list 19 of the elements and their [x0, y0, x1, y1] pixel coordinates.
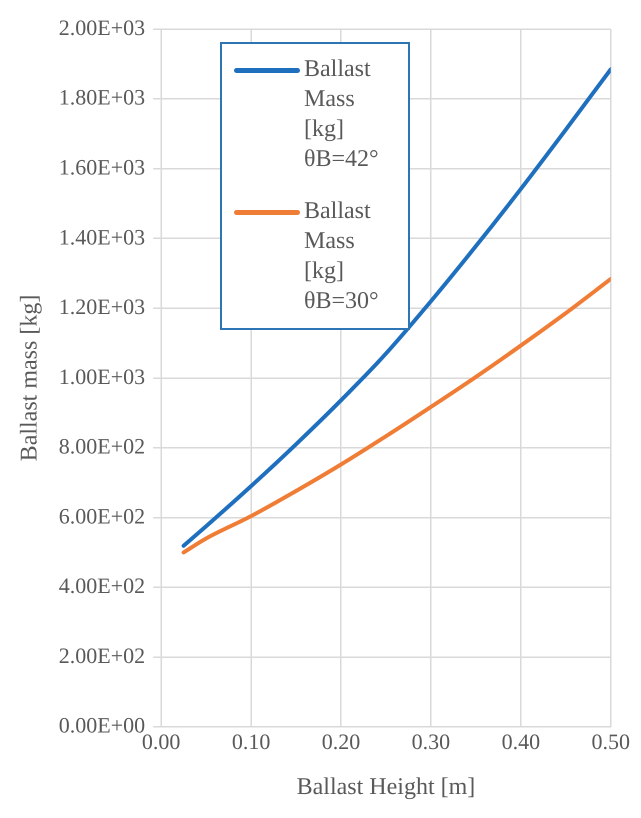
x-tick-label: 0.30	[412, 728, 450, 754]
y-tick-label: 2.00E+02	[58, 642, 146, 668]
y-tick-label: 1.60E+03	[58, 154, 146, 180]
x-tick-label: 0.10	[232, 728, 270, 754]
x-axis-title: Ballast Height [m]	[296, 774, 476, 800]
x-tick-label: 0.40	[502, 728, 540, 754]
y-tick-label: 1.20E+03	[58, 294, 146, 320]
legend-label: Ballast Mass [kg] θB=30°	[304, 197, 380, 316]
y-tick-label: 2.00E+03	[58, 14, 146, 40]
x-tick-label: 0.20	[322, 728, 360, 754]
y-tick-label: 6.00E+02	[58, 503, 146, 528]
x-tick-label: 0.50	[592, 728, 630, 754]
y-tick-label: 1.80E+03	[58, 84, 146, 110]
y-axis-title: Ballast mass [kg]	[16, 294, 43, 462]
y-tick-label: 8.00E+02	[58, 434, 146, 459]
legend-label: Ballast Mass [kg] θB=42°	[304, 55, 380, 174]
y-tick-label: 1.40E+03	[58, 224, 146, 250]
y-tick-label: 4.00E+02	[58, 573, 146, 598]
y-tick-label: 1.00E+03	[58, 364, 146, 389]
